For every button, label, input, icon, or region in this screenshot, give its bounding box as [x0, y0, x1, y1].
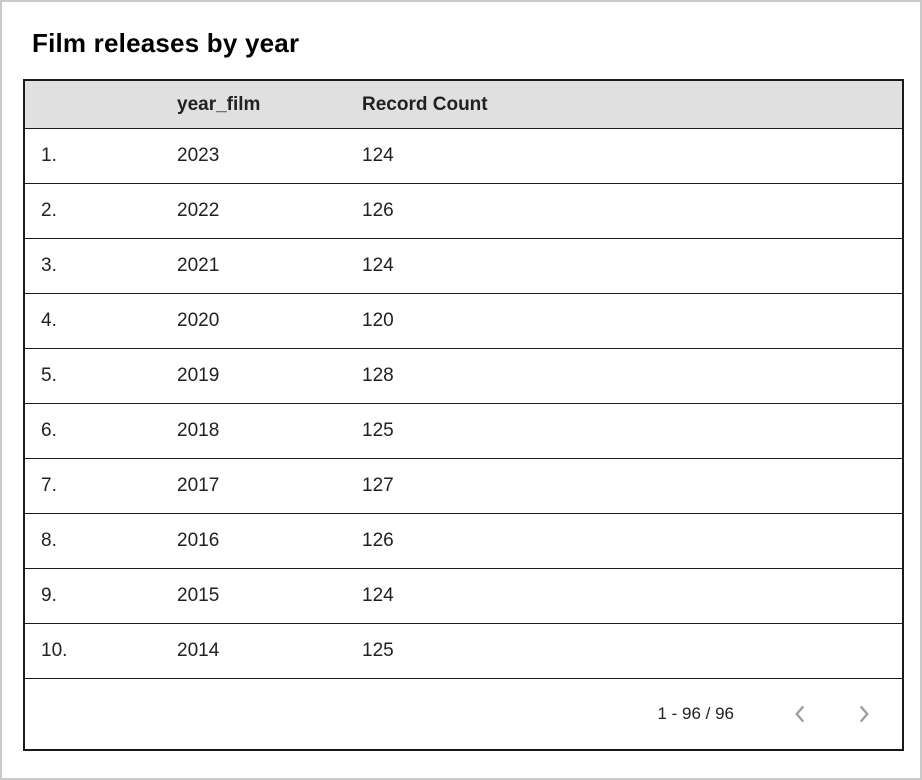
row-number-cell: 9.	[41, 585, 57, 606]
year-cell: 2023	[177, 145, 220, 166]
table-row: 1. 2023 124	[25, 129, 902, 184]
year-cell: 2015	[177, 585, 220, 606]
table-row: 6. 2018 125	[25, 404, 902, 459]
count-cell: 120	[362, 310, 394, 331]
prev-page-button[interactable]	[780, 694, 820, 734]
count-cell: 125	[362, 420, 394, 441]
table-row: 8. 2016 126	[25, 514, 902, 569]
table-row: 7. 2017 127	[25, 459, 902, 514]
count-cell: 124	[362, 585, 394, 606]
year-cell: 2014	[177, 640, 220, 661]
row-number-cell: 5.	[41, 365, 57, 386]
count-cell: 128	[362, 365, 394, 386]
table-row: 4. 2020 120	[25, 294, 902, 349]
table-row: 5. 2019 128	[25, 349, 902, 404]
row-number-cell: 3.	[41, 255, 57, 276]
data-table: year_film Record Count 1. 2023 124 2. 20…	[23, 79, 904, 751]
header-cell-year-film[interactable]: year_film	[177, 93, 261, 115]
row-number-cell: 7.	[41, 475, 57, 496]
row-number-cell: 8.	[41, 530, 57, 551]
count-cell: 125	[362, 640, 394, 661]
chevron-right-icon	[851, 701, 877, 727]
row-number-cell: 10.	[41, 640, 68, 661]
count-cell: 127	[362, 475, 394, 496]
count-cell: 126	[362, 530, 394, 551]
header-cell-row-number	[25, 81, 161, 128]
count-cell: 124	[362, 255, 394, 276]
row-number-cell: 2.	[41, 200, 57, 221]
next-page-button[interactable]	[844, 694, 884, 734]
pagination-range: 1 - 96 / 96	[657, 704, 734, 723]
year-cell: 2019	[177, 365, 220, 386]
year-cell: 2016	[177, 530, 220, 551]
table-row: 9. 2015 124	[25, 569, 902, 624]
year-cell: 2017	[177, 475, 220, 496]
table-row: 10. 2014 125	[25, 624, 902, 679]
table-footer: 1 - 96 / 96	[25, 679, 902, 749]
year-cell: 2021	[177, 255, 220, 276]
header-cell-record-count[interactable]: Record Count	[362, 93, 488, 115]
row-number-cell: 6.	[41, 420, 57, 441]
year-cell: 2022	[177, 200, 220, 221]
page-title: Film releases by year	[32, 28, 300, 58]
chevron-left-icon	[787, 701, 813, 727]
table-header-row: year_film Record Count	[25, 81, 902, 129]
count-cell: 124	[362, 145, 394, 166]
table-row: 3. 2021 124	[25, 239, 902, 294]
year-cell: 2020	[177, 310, 220, 331]
row-number-cell: 4.	[41, 310, 57, 331]
count-cell: 126	[362, 200, 394, 221]
year-cell: 2018	[177, 420, 220, 441]
row-number-cell: 1.	[41, 145, 57, 166]
table-row: 2. 2022 126	[25, 184, 902, 239]
